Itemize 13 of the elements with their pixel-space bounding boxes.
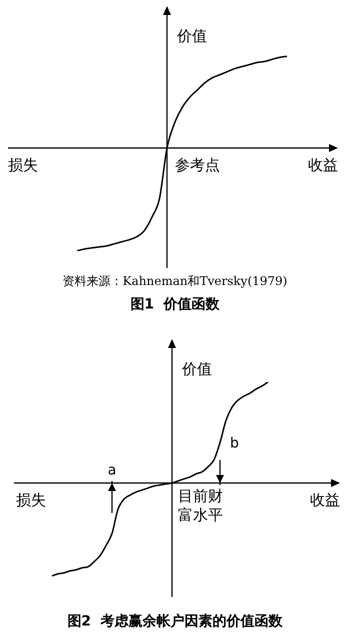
- annotation: 参考点: [175, 156, 220, 174]
- annotation: 目前财富水平: [178, 486, 223, 524]
- text: 资料来源：Kahneman和Tversky(1979): [62, 274, 288, 288]
- text: 损失: [16, 490, 46, 509]
- text: 图1 价值函数: [130, 296, 221, 313]
- x-axis-title: 收益: [310, 490, 340, 509]
- text: 图2 考虑赢余帐户因素的价值函数: [67, 612, 284, 630]
- x-axis-title: 收益: [308, 156, 338, 174]
- y-axis-title: 价值: [181, 360, 212, 378]
- y-axis-title: 价值: [176, 26, 207, 45]
- annotation: a: [108, 462, 116, 479]
- annotation: b: [230, 436, 239, 452]
- text: 损失: [8, 156, 38, 174]
